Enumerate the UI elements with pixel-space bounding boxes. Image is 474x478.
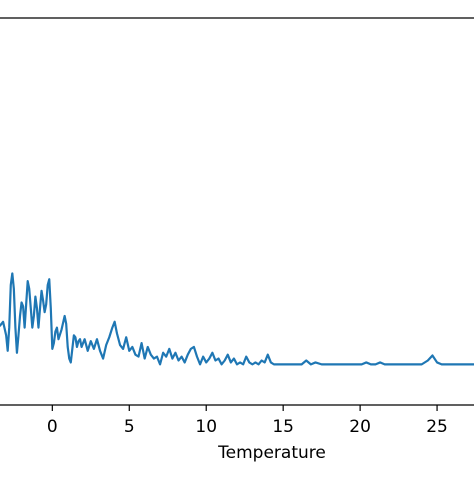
x-tick-label-2: 10 bbox=[195, 417, 217, 437]
plot-layer bbox=[0, 272, 474, 366]
x-tick-label-4: 20 bbox=[349, 417, 371, 437]
axes-layer: 0 5 10 15 20 25 bbox=[0, 17, 474, 437]
x-tick-label-5: 25 bbox=[426, 417, 448, 437]
x-tick-label-3: 15 bbox=[272, 417, 294, 437]
x-tick-label-1: 5 bbox=[124, 417, 135, 437]
x-axis-label: Temperature bbox=[217, 443, 326, 463]
series-line-0 bbox=[0, 272, 474, 366]
x-tick-label-0: 0 bbox=[47, 417, 58, 437]
